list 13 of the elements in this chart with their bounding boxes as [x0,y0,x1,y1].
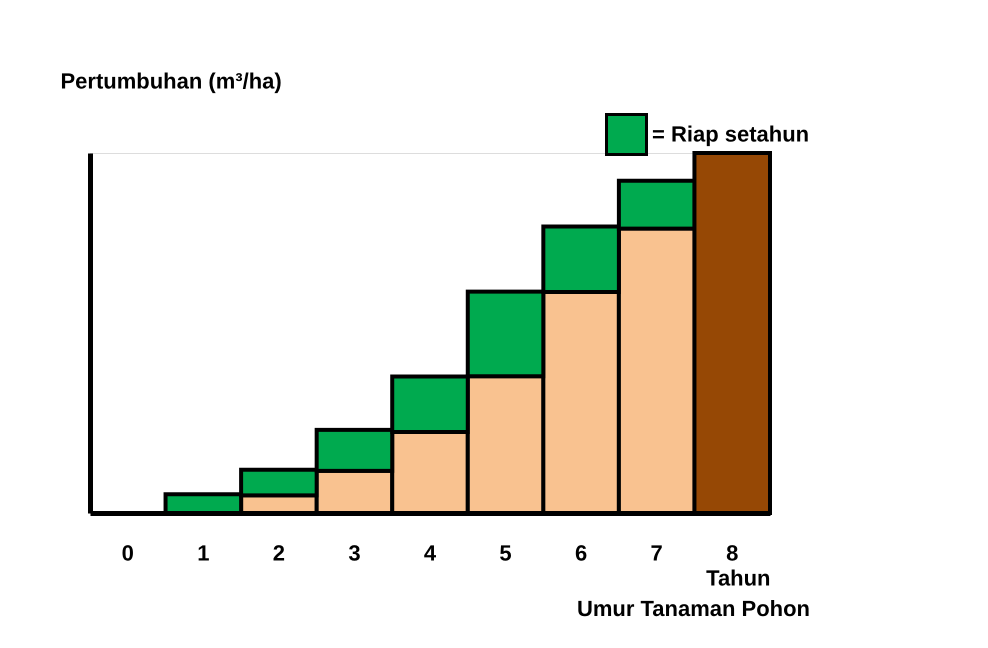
legend-label: = Riap setahun [652,122,810,146]
x-tick-label: 2 [272,540,286,566]
x-axis-title: Tahun [706,566,770,590]
x-tick-label: 1 [197,540,210,566]
y-axis-title: Pertumbuhan (m³/ha) [60,68,282,94]
x-tick-label: 3 [348,540,361,566]
x-tick-label: 7 [650,540,663,566]
x-tick-label: 8 [726,540,738,566]
x-tick-label: 6 [574,540,588,566]
x-tick-label: 0 [122,540,134,566]
text: Umur Tanaman Pohon [576,596,810,621]
x-tick-label: 4 [424,540,437,566]
x-tick-label: 5 [499,540,512,566]
